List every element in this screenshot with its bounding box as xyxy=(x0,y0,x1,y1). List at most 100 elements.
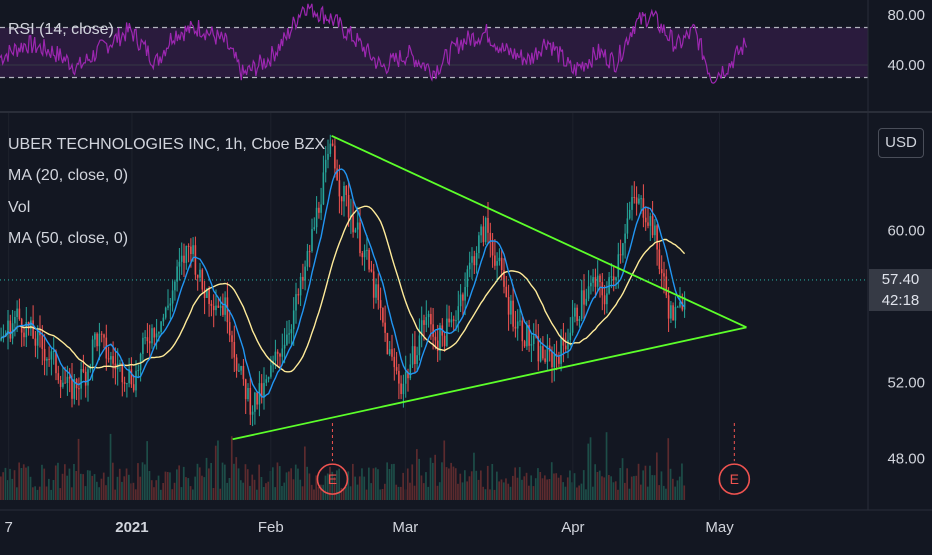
volume-bar xyxy=(678,476,681,500)
volume-bar xyxy=(358,476,361,500)
candle-body xyxy=(516,321,519,329)
candle-body xyxy=(162,317,165,322)
candle-body xyxy=(203,289,206,298)
candle-body xyxy=(468,262,471,270)
volume-bar xyxy=(212,488,215,500)
candle-body xyxy=(411,346,414,365)
candle-body xyxy=(112,356,114,364)
volume-bar xyxy=(516,477,519,500)
candle-body xyxy=(530,344,533,346)
candle-body xyxy=(617,254,620,278)
volume-bar xyxy=(283,482,286,500)
volume-bar xyxy=(128,474,130,500)
volume-bar xyxy=(569,470,571,500)
ma50-line xyxy=(0,205,686,373)
candle-body xyxy=(670,305,672,319)
candle-body xyxy=(196,274,199,278)
volume-bar xyxy=(29,476,32,500)
candle-body xyxy=(96,333,98,347)
candle-body xyxy=(610,276,613,278)
candle-body xyxy=(71,378,73,399)
volume-bar xyxy=(628,488,631,500)
volume-bar xyxy=(265,483,267,500)
candle-body xyxy=(164,307,167,318)
trendline[interactable] xyxy=(331,134,747,329)
volume-bar xyxy=(13,470,16,500)
volume-bar xyxy=(539,472,542,500)
volume-bar xyxy=(576,487,578,500)
candle-body xyxy=(320,204,322,213)
candle-body xyxy=(404,372,407,384)
candle-body xyxy=(194,245,197,275)
volume-bar xyxy=(448,468,450,500)
candle-body xyxy=(46,358,48,361)
candle-body xyxy=(110,356,112,360)
candle-body xyxy=(132,384,135,391)
volume-bar xyxy=(262,487,265,500)
earnings-marker-label: E xyxy=(328,471,337,487)
volume-bar xyxy=(614,481,617,500)
candle-body xyxy=(251,411,254,415)
candle-body xyxy=(180,255,183,262)
x-tick-label: Mar xyxy=(392,519,418,536)
candle-body xyxy=(370,269,373,272)
trendline[interactable] xyxy=(232,326,747,441)
candle-body xyxy=(329,143,332,154)
candle-body xyxy=(674,306,677,321)
candle-body xyxy=(169,303,172,306)
volume-bar xyxy=(105,485,107,500)
volume-bar xyxy=(45,486,48,500)
candle-body xyxy=(153,328,156,338)
candle-body xyxy=(537,336,540,362)
candle-body xyxy=(601,282,604,296)
candle-body xyxy=(121,363,124,383)
price-y-tick-label: 48.00 xyxy=(887,450,925,467)
volume-bar xyxy=(189,486,192,500)
candle-body xyxy=(119,363,121,365)
volume-bar xyxy=(118,468,121,500)
volume-bar xyxy=(32,487,34,500)
volume-bar xyxy=(134,489,137,500)
volume-bar xyxy=(582,470,585,500)
candle-body xyxy=(313,227,316,230)
candle-body xyxy=(91,339,94,366)
candle-body xyxy=(496,261,498,266)
candle-body xyxy=(105,337,108,359)
candle-body xyxy=(679,302,681,307)
volume-bar xyxy=(601,476,603,500)
volume-bar xyxy=(253,479,256,500)
volume-bar xyxy=(669,468,672,500)
earnings-marker[interactable] xyxy=(316,463,349,495)
volume-bar xyxy=(514,467,516,500)
volume-bar xyxy=(228,478,231,500)
candle-body xyxy=(391,349,393,357)
candle-body xyxy=(80,369,82,389)
candle-body xyxy=(576,307,578,321)
candle-body xyxy=(290,329,293,334)
volume-bar xyxy=(649,465,651,500)
candle-body xyxy=(295,294,297,311)
volume-bar xyxy=(505,478,507,500)
volume-bar xyxy=(470,471,473,500)
candle-body xyxy=(302,276,304,281)
volume-bar xyxy=(347,471,350,500)
candle-body xyxy=(562,337,565,346)
candle-body xyxy=(489,232,492,241)
volume-bar xyxy=(528,485,530,500)
candle-body xyxy=(215,305,217,311)
candle-body xyxy=(583,290,585,305)
candle-body xyxy=(375,284,377,298)
currency-button[interactable]: USD xyxy=(878,128,924,158)
ma50-legend-label: MA (50, close, 0) xyxy=(8,230,129,247)
candle-body xyxy=(514,326,517,329)
volume-bar xyxy=(493,489,496,500)
earnings-marker[interactable] xyxy=(718,463,751,495)
volume-bar xyxy=(4,467,7,500)
candle-body xyxy=(160,321,162,332)
candle-body xyxy=(299,276,302,296)
candle-body xyxy=(217,305,220,308)
volume-bar xyxy=(294,464,297,500)
volume-bar xyxy=(70,487,73,500)
volume-bar xyxy=(22,464,25,500)
